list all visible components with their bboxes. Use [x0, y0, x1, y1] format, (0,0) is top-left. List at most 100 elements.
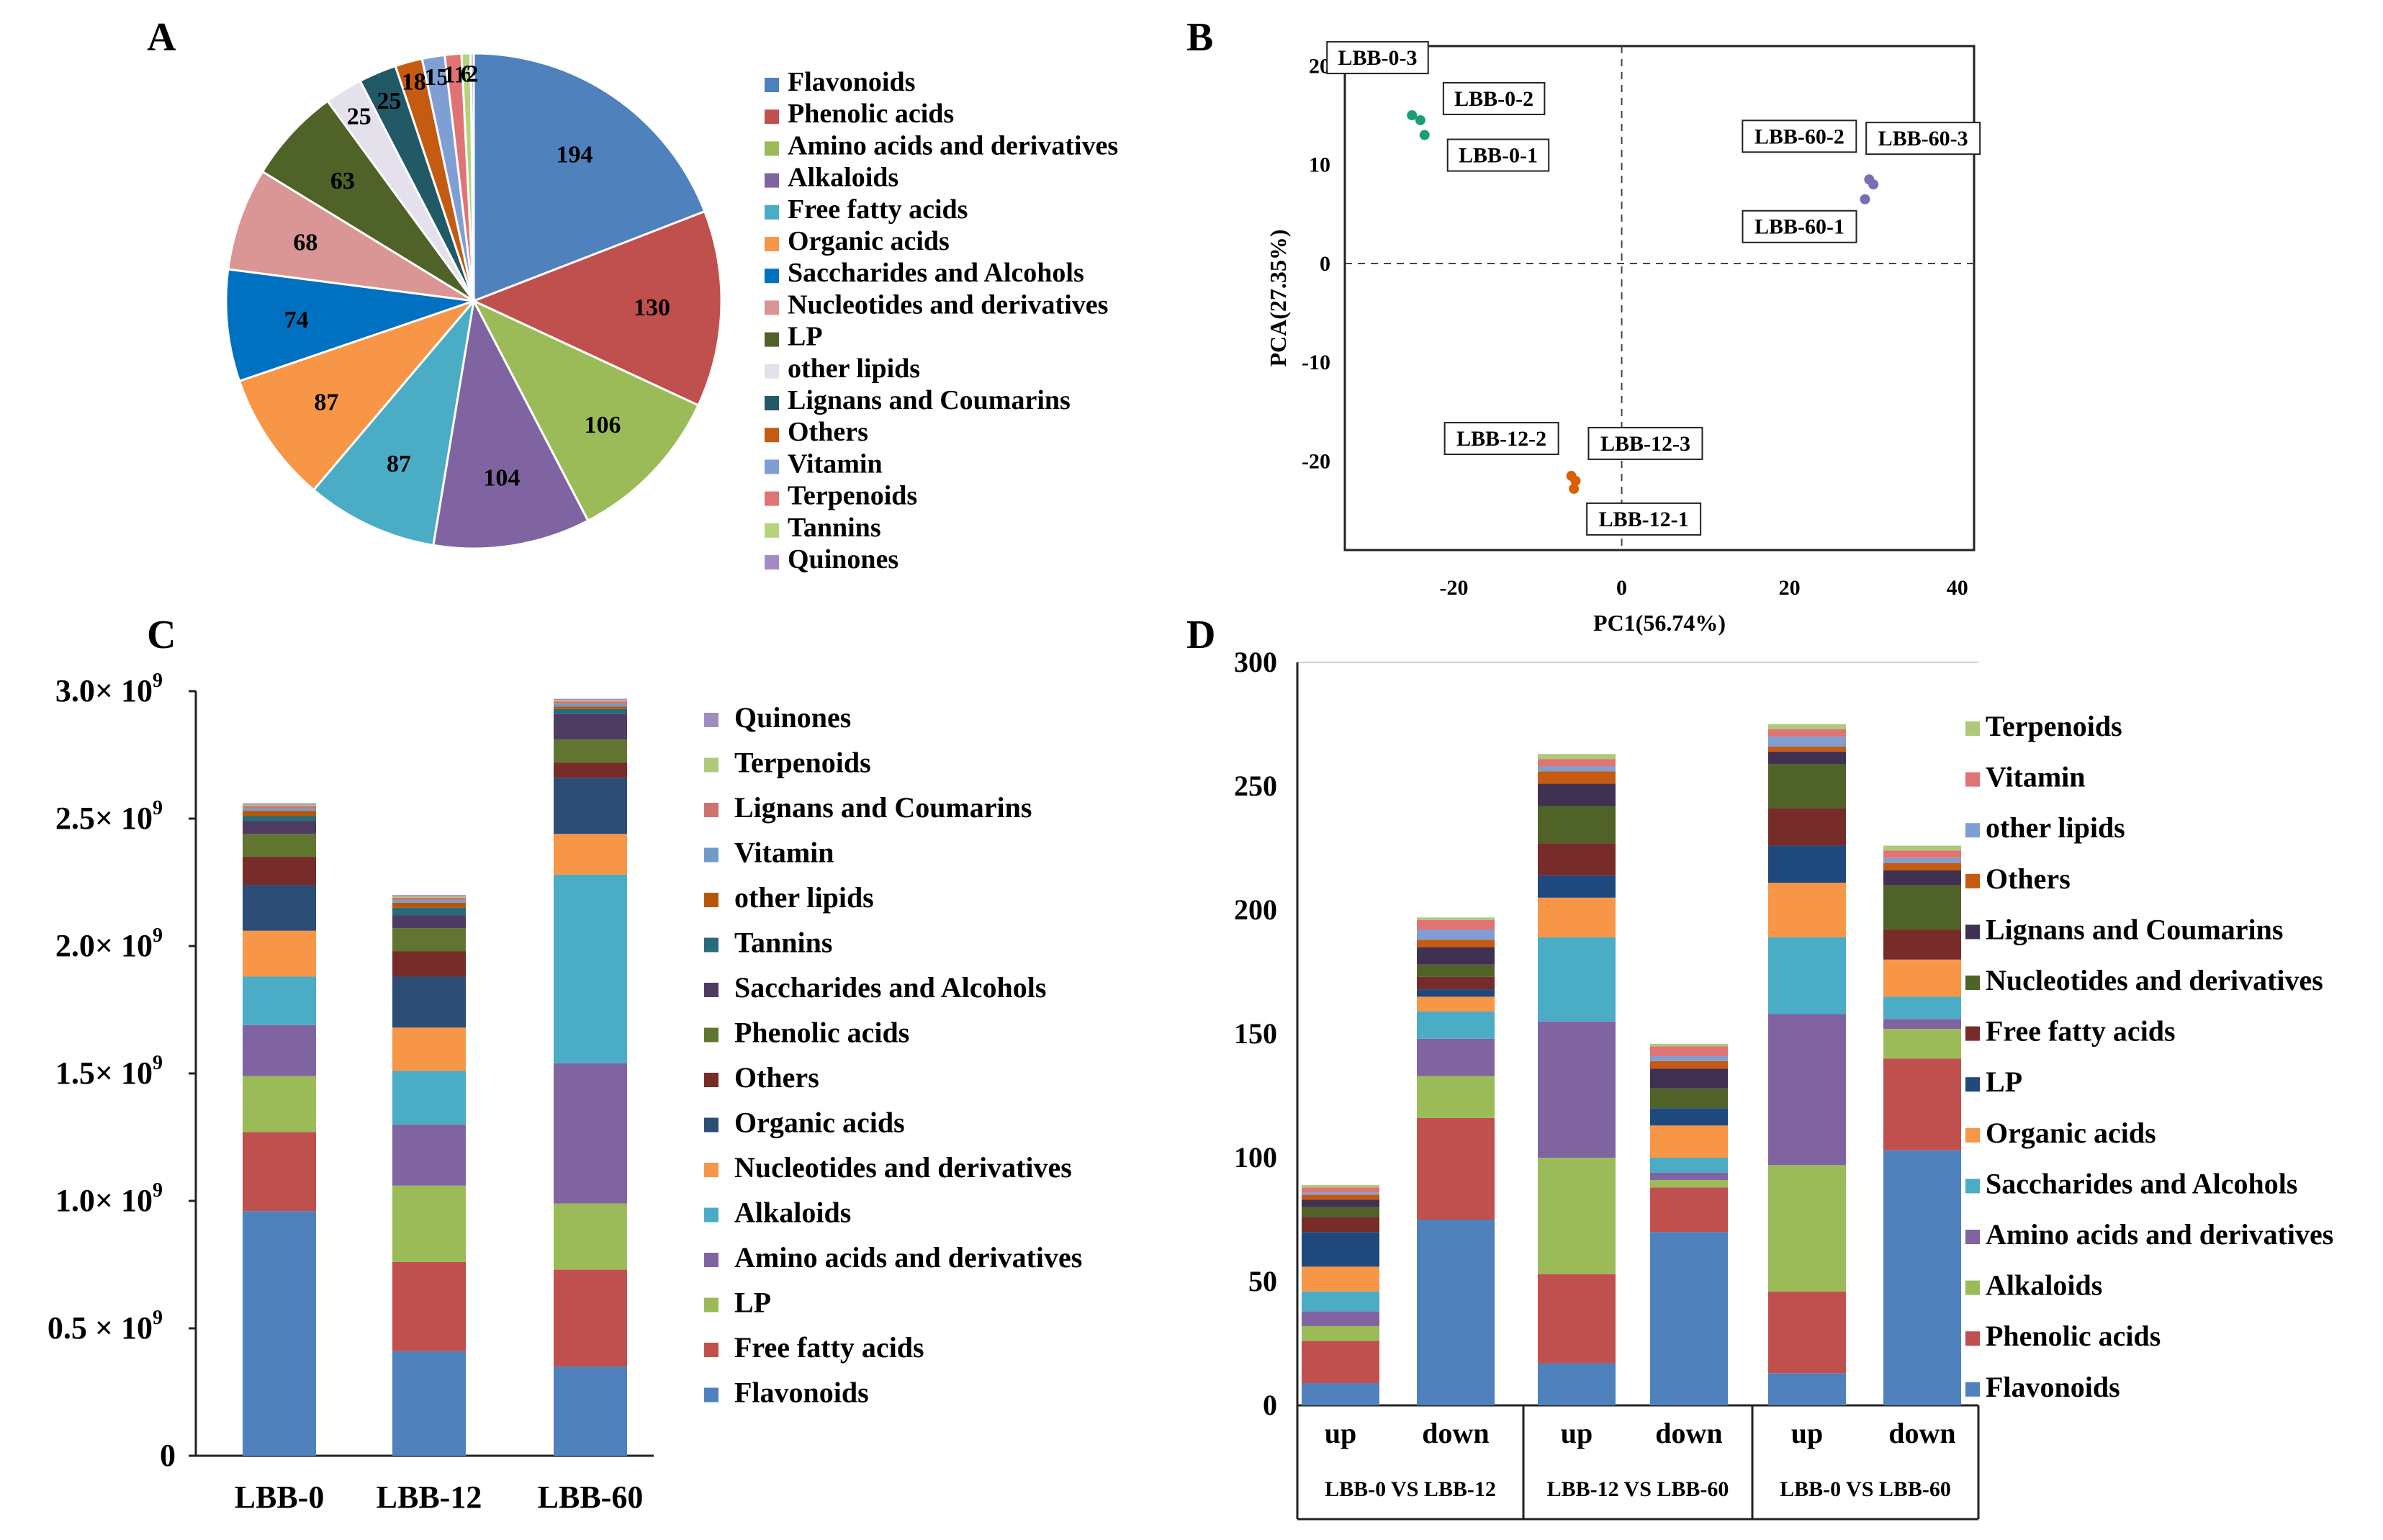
- bar-4-others: [1768, 746, 1846, 752]
- point-label-lbb-60-3: LBB-60-3: [1878, 127, 1968, 150]
- legend-swatch-phenolic-acids: [704, 1027, 718, 1043]
- x-tick-20: 20: [1779, 576, 1801, 600]
- bar-lbb-12-organic-acids: [392, 976, 466, 1028]
- pie-label-organic-acids: 87: [314, 389, 338, 416]
- bar-1-flavonoids: [1417, 1220, 1495, 1405]
- point-label-box-lbb-0-2: [1442, 81, 1546, 115]
- legend-swatch-organic-acids: [704, 1117, 718, 1133]
- pie-slice-organic-acids: [238, 298, 477, 492]
- bar-5-phenolic-acids: [1883, 1058, 1961, 1151]
- legend-label-organic-acids: Organic acids: [1986, 1117, 2156, 1149]
- legend-swatch-quinones: [704, 713, 718, 727]
- bar-lbb-0-amino-acids-and-derivatives: [243, 1025, 316, 1076]
- legend-label-lignans-and-coumarins: Lignans and Coumarins: [1986, 913, 2283, 945]
- legend-swatch-vitamin: [1965, 772, 1980, 787]
- bar-4-organic-acids: [1768, 883, 1846, 937]
- bar-4-nucleotides-and-derivatives: [1768, 764, 1846, 809]
- y-tick-exponent: 9: [153, 1052, 163, 1074]
- legend-label-amino-acids-and-derivatives: Amino acids and derivatives: [734, 1241, 1082, 1274]
- y-tick-exponent: 9: [153, 924, 163, 947]
- bar-lbb-12-tannins: [392, 907, 466, 916]
- y-tick-10: 10: [1309, 153, 1330, 177]
- bar-lbb-0-terpenoids: [243, 804, 316, 806]
- bar-0-phenolic-acids: [1302, 1341, 1379, 1384]
- bar-2-alkaloids: [1538, 1158, 1616, 1274]
- legend-label-organic-acids: Organic acids: [734, 1107, 905, 1139]
- bar-1-lignans-and-coumarins: [1417, 947, 1495, 965]
- legend-swatch-quinones: [765, 555, 779, 569]
- bar-1-others: [1417, 940, 1495, 947]
- group-label-lbb-0-vs-lbb-60: LBB-0 VS LBB-60: [1780, 1477, 1951, 1501]
- bar-4-phenolic-acids: [1768, 1291, 1846, 1374]
- y-tick-label: 1.0× 109: [55, 1179, 163, 1218]
- bar-1-saccharides-and-alcohols: [1417, 1012, 1495, 1039]
- group-label-lbb-0-vs-lbb-12: LBB-0 VS LBB-12: [1325, 1477, 1496, 1501]
- bar-2-lp: [1538, 875, 1616, 898]
- bar-lbb-12-quinones: [392, 895, 466, 896]
- x-axis-label: PC1(56.74%): [1593, 610, 1726, 636]
- bar-lbb-12-alkaloids: [392, 1071, 466, 1125]
- legend-label-alkaloids: Alkaloids: [1986, 1269, 2102, 1302]
- legend-label-others: Others: [1986, 863, 2071, 895]
- legend-label-vitamin: Vitamin: [788, 449, 883, 479]
- pie-slice-alkaloids: [432, 297, 590, 550]
- bar-0-others: [1302, 1194, 1379, 1200]
- bar-lbb-0-nucleotides-and-derivatives: [243, 930, 316, 977]
- legend-swatch-vitamin: [704, 847, 718, 863]
- point-label-box-lbb-12-2: [1443, 422, 1559, 456]
- bar-0-organic-acids: [1302, 1266, 1379, 1292]
- bar-lbb-0-lp: [243, 1076, 316, 1133]
- legend-swatch-alkaloids: [765, 173, 779, 188]
- panel-label-b: B: [1186, 15, 1213, 60]
- bar-2-other-lipids: [1538, 766, 1616, 772]
- bar-lbb-60-phenolic-acids: [554, 739, 627, 763]
- bar-3-terpenoids: [1650, 1043, 1728, 1047]
- legend-swatch-lignans-and-coumarins: [1965, 924, 1980, 940]
- bar-lbb-60-amino-acids-and-derivatives: [554, 1063, 627, 1204]
- bar-lbb-60-lignans-and-coumarins: [554, 701, 627, 704]
- legend-label-flavonoids: Flavonoids: [788, 67, 915, 97]
- legend-label-terpenoids: Terpenoids: [788, 481, 917, 511]
- legend-swatch-flavonoids: [704, 1387, 718, 1402]
- x-tick--20: -20: [1439, 576, 1468, 600]
- x-tick-up-0: up: [1325, 1417, 1357, 1449]
- bar-3-alkaloids: [1650, 1179, 1728, 1188]
- bar-lbb-0-lignans-and-coumarins: [243, 806, 316, 809]
- bar-4-vitamin: [1768, 729, 1846, 737]
- bar-lbb-12-flavonoids: [392, 1351, 466, 1456]
- bar-4-terpenoids: [1768, 724, 1846, 729]
- legend-swatch-lp: [765, 332, 779, 347]
- pie-label-other-lipids: 25: [347, 104, 371, 130]
- bar-5-amino-acids-and-derivatives: [1883, 1019, 1961, 1030]
- y-axis-label: PCA(27.35%): [1265, 229, 1291, 366]
- bar-1-phenolic-acids: [1417, 1117, 1495, 1220]
- legend-swatch-vitamin: [765, 459, 779, 474]
- legend-label-other-lipids: other lipids: [788, 354, 920, 384]
- bar-0-alkaloids: [1302, 1325, 1379, 1341]
- y-tick-exponent: 9: [153, 670, 163, 692]
- legend-label-terpenoids: Terpenoids: [734, 747, 871, 779]
- bar-2-others: [1538, 771, 1616, 784]
- bar-0-flavonoids: [1302, 1383, 1379, 1405]
- bar-2-saccharides-and-alcohols: [1538, 937, 1616, 1022]
- x-tick-up-2: up: [1561, 1417, 1593, 1449]
- bar-5-terpenoids: [1883, 845, 1961, 851]
- legend-label-phenolic-acids: Phenolic acids: [1986, 1320, 2161, 1352]
- legend-swatch-tannins: [704, 937, 718, 953]
- bar-1-alkaloids: [1417, 1076, 1495, 1118]
- point-label-box-lbb-12-1: [1586, 502, 1702, 536]
- bar-2-flavonoids: [1538, 1363, 1616, 1405]
- bar-lbb-60-nucleotides-and-derivatives: [554, 834, 627, 875]
- bar-3-lignans-and-coumarins: [1650, 1068, 1728, 1089]
- legend-label-other-lipids: other lipids: [734, 881, 874, 914]
- point-label-lbb-60-2: LBB-60-2: [1754, 125, 1844, 148]
- bar-5-flavonoids: [1883, 1150, 1961, 1405]
- y-tick--10: -10: [1302, 351, 1330, 374]
- legend-label-alkaloids: Alkaloids: [788, 163, 898, 193]
- legend-swatch-lignans-and-coumarins: [704, 803, 718, 817]
- point-label-box-lbb-60-1: [1742, 210, 1857, 243]
- y-tick-label: 0.5 × 109: [48, 1307, 163, 1346]
- legend-swatch-amino-acids-and-derivatives: [704, 1253, 718, 1267]
